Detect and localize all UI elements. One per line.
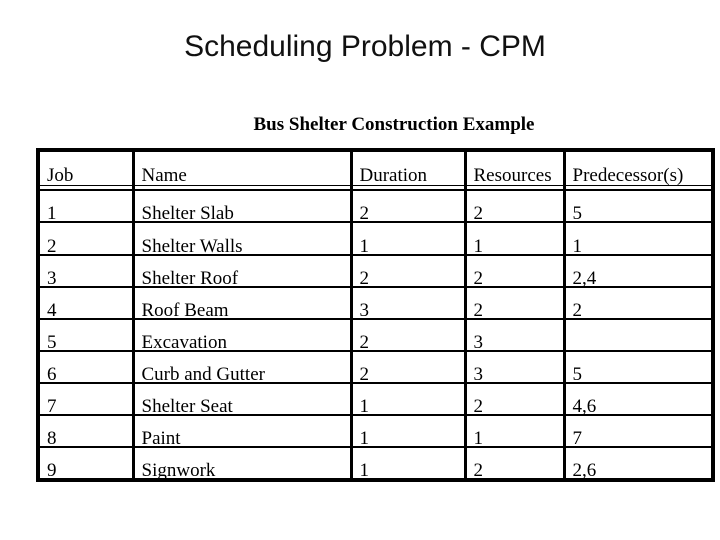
cell-name: Signwork <box>131 445 353 482</box>
cell-job: 6 <box>36 349 135 384</box>
cell-job: 7 <box>36 381 135 416</box>
table-row: 7 Shelter Seat 1 2 4,6 <box>36 381 715 416</box>
cell-predecessors: 2,6 <box>562 445 715 482</box>
cell-job: 1 <box>36 189 135 224</box>
cell-resources: 3 <box>463 349 566 384</box>
cell-predecessors: 2 <box>562 285 715 320</box>
column-header-duration: Duration <box>349 149 467 192</box>
cell-name: Paint <box>131 413 353 448</box>
slide: Scheduling Problem - CPM Bus Shelter Con… <box>0 30 720 540</box>
cell-duration: 1 <box>349 221 467 256</box>
cell-resources: 3 <box>463 317 566 352</box>
cell-resources: 1 <box>463 413 566 448</box>
jobs-table: Job Name Duration Resources Predecessor(… <box>36 148 715 483</box>
column-header-predecessors: Predecessor(s) <box>562 149 715 192</box>
cell-duration: 2 <box>349 189 467 224</box>
table-row: 1 Shelter Slab 2 2 5 <box>36 189 715 224</box>
cell-resources: 2 <box>463 189 566 224</box>
column-header-job: Job <box>36 149 135 192</box>
cell-predecessors: 2,4 <box>562 253 715 288</box>
column-header-name: Name <box>131 149 353 192</box>
cell-resources: 2 <box>463 381 566 416</box>
slide-title: Scheduling Problem - CPM <box>184 30 546 63</box>
cell-name: Shelter Roof <box>131 253 353 288</box>
cell-duration: 2 <box>349 253 467 288</box>
cell-duration: 1 <box>349 413 467 448</box>
cell-duration: 3 <box>349 285 467 320</box>
cell-name: Roof Beam <box>131 285 353 320</box>
table-row: 9 Signwork 1 2 2,6 <box>36 445 715 482</box>
cell-predecessors: 4,6 <box>562 381 715 416</box>
cell-duration: 1 <box>349 381 467 416</box>
cell-predecessors: 7 <box>562 413 715 448</box>
cell-job: 8 <box>36 413 135 448</box>
cell-name: Curb and Gutter <box>131 349 353 384</box>
cell-job: 2 <box>36 221 135 256</box>
cell-resources: 2 <box>463 285 566 320</box>
cell-name: Shelter Seat <box>131 381 353 416</box>
cell-job: 5 <box>36 317 135 352</box>
cell-predecessors: 1 <box>562 221 715 256</box>
cell-resources: 2 <box>463 253 566 288</box>
column-header-resources: Resources <box>463 149 566 192</box>
table-row: 5 Excavation 2 3 <box>36 317 715 352</box>
table-row: 8 Paint 1 1 7 <box>36 413 715 448</box>
table-row: 4 Roof Beam 3 2 2 <box>36 285 715 320</box>
cell-duration: 1 <box>349 445 467 482</box>
cell-name: Shelter Walls <box>131 221 353 256</box>
cell-predecessors <box>562 317 715 352</box>
cell-duration: 2 <box>349 317 467 352</box>
table-row: 6 Curb and Gutter 2 3 5 <box>36 349 715 384</box>
cell-name: Shelter Slab <box>131 189 353 224</box>
cell-job: 9 <box>36 445 135 482</box>
cell-predecessors: 5 <box>562 189 715 224</box>
cell-job: 4 <box>36 285 135 320</box>
table-row: 3 Shelter Roof 2 2 2,4 <box>36 253 715 288</box>
cell-predecessors: 5 <box>562 349 715 384</box>
cell-resources: 2 <box>463 445 566 482</box>
table-row: 2 Shelter Walls 1 1 1 <box>36 221 715 256</box>
cell-name: Excavation <box>131 317 353 352</box>
cell-job: 3 <box>36 253 135 288</box>
cell-duration: 2 <box>349 349 467 384</box>
cell-resources: 1 <box>463 221 566 256</box>
table-header-row: Job Name Duration Resources Predecessor(… <box>36 149 715 192</box>
slide-subtitle: Bus Shelter Construction Example <box>253 113 535 135</box>
